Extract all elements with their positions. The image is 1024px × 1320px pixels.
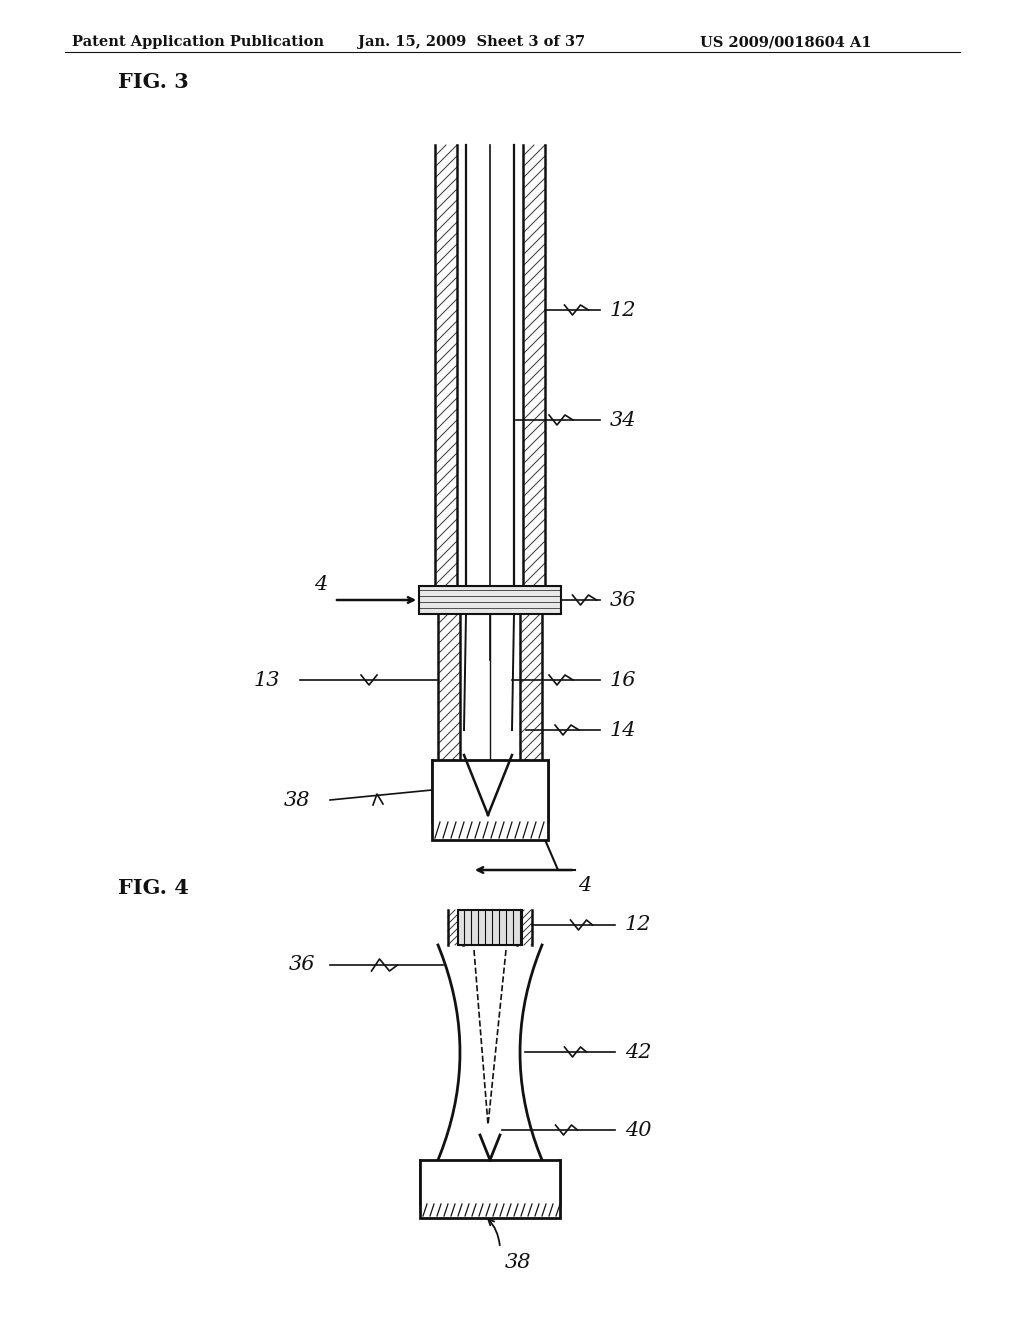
Text: US 2009/0018604 A1: US 2009/0018604 A1 — [700, 36, 871, 49]
Text: Patent Application Publication: Patent Application Publication — [72, 36, 324, 49]
Text: 12: 12 — [625, 916, 651, 935]
Text: 4: 4 — [578, 876, 591, 895]
Bar — [458, 909, 522, 945]
Bar — [432, 760, 548, 840]
Text: FIG. 4: FIG. 4 — [118, 878, 188, 898]
Text: FIG. 3: FIG. 3 — [118, 73, 188, 92]
Text: 36: 36 — [289, 956, 315, 974]
Text: Jan. 15, 2009  Sheet 3 of 37: Jan. 15, 2009 Sheet 3 of 37 — [358, 36, 585, 49]
Text: 34: 34 — [610, 411, 637, 429]
Text: 16: 16 — [610, 671, 637, 689]
Text: 12: 12 — [610, 301, 637, 319]
Bar — [419, 586, 561, 614]
Bar — [420, 1160, 560, 1218]
Text: 38: 38 — [505, 1253, 531, 1272]
Text: 42: 42 — [625, 1043, 651, 1061]
Text: 4: 4 — [313, 576, 327, 594]
Text: 13: 13 — [254, 671, 280, 689]
Text: 38: 38 — [284, 791, 310, 809]
Text: 36: 36 — [610, 590, 637, 610]
Text: 14: 14 — [610, 721, 637, 739]
Text: 40: 40 — [625, 1121, 651, 1139]
